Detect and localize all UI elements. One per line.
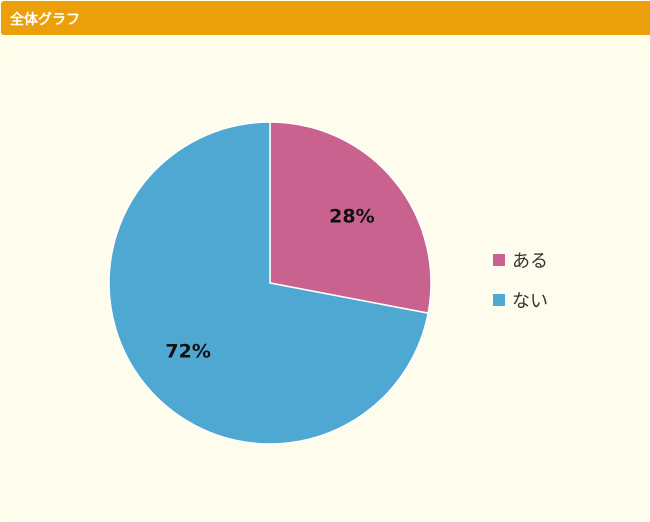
legend-swatch: [493, 254, 505, 266]
slice-label: 72%: [165, 341, 210, 363]
section-header: 全体グラフ: [1, 1, 650, 35]
pie-slice-1[interactable]: [269, 121, 432, 315]
legend-label: ある: [512, 251, 548, 272]
legend-swatch: [493, 294, 505, 306]
slice-label: 28%: [329, 205, 374, 227]
section-title: 全体グラフ: [10, 12, 80, 28]
legend-label: ない: [512, 291, 548, 312]
pie-slice-2[interactable]: [108, 121, 430, 445]
